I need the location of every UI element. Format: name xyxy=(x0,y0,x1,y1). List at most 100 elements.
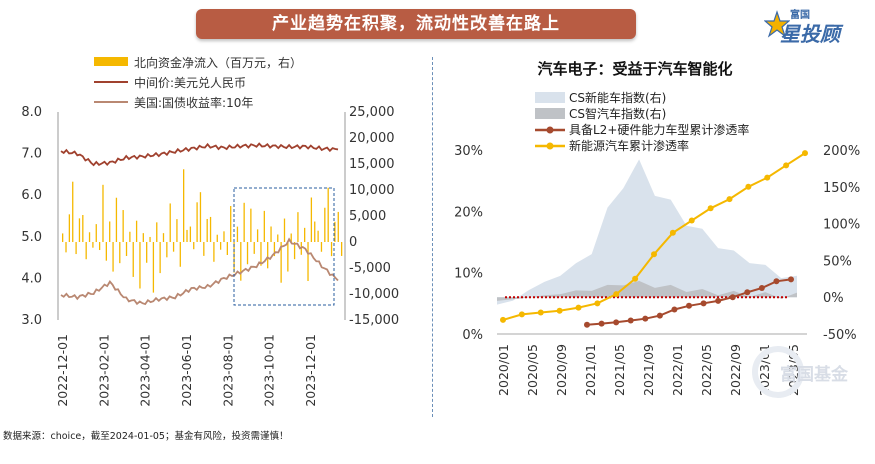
x-tick-label: 2023-12-01 xyxy=(303,334,318,407)
north-flow-bar xyxy=(98,242,101,251)
l2-penetration-point xyxy=(584,321,590,328)
ev-penetration-point xyxy=(556,307,563,314)
x-tick-label: 2020/09 xyxy=(554,344,569,396)
y-tick-left: 6.0 xyxy=(21,188,42,203)
north-flow-bar xyxy=(139,242,141,289)
north-flow-bar xyxy=(236,226,239,242)
north-flow-bar xyxy=(109,221,111,242)
x-tick-label: 2022-12-01 xyxy=(55,334,70,407)
x-tick-label: 2022/09 xyxy=(728,344,743,396)
north-flow-bar xyxy=(250,208,252,242)
north-flow-bar xyxy=(125,242,128,257)
north-flow-bar xyxy=(314,221,316,242)
l2-penetration-point xyxy=(598,320,605,327)
north-flow-bar xyxy=(78,218,81,242)
l2-penetration-point xyxy=(656,312,663,319)
y-tick-right: 200% xyxy=(823,144,860,159)
north-flow-bar xyxy=(287,242,289,272)
star-logo-icon xyxy=(764,10,790,38)
north-flow-bar xyxy=(263,210,265,242)
ev-penetration-point xyxy=(500,316,506,323)
north-flow-bar xyxy=(65,242,67,253)
north-flow-bar xyxy=(149,236,151,242)
north-flow-bar xyxy=(307,242,309,281)
north-flow-bar xyxy=(223,231,225,242)
north-flow-bar xyxy=(246,242,249,265)
north-flow-bar xyxy=(310,197,313,242)
north-flow-bar xyxy=(166,242,168,258)
y-tick-right: 100% xyxy=(823,218,860,233)
x-tick-label: 2023-04-01 xyxy=(138,334,153,407)
y-tick-right: 20,000 xyxy=(349,131,395,146)
legend-label: CS智汽车指数(右) xyxy=(569,106,666,121)
y-tick-left: 5.0 xyxy=(21,230,42,245)
y-tick-left: 20% xyxy=(454,205,483,220)
l2-penetration-point xyxy=(729,294,736,301)
y-tick-left: 0% xyxy=(462,328,483,343)
north-flow-bar xyxy=(82,215,84,242)
north-flow-bar xyxy=(219,242,222,250)
north-flow-bar xyxy=(320,242,323,252)
north-flow-bar xyxy=(88,232,91,242)
logo-top-text: 富国 xyxy=(790,10,810,21)
l2-penetration-point xyxy=(744,289,751,296)
north-flow-bar xyxy=(213,242,215,262)
ev-penetration-point xyxy=(613,291,620,298)
north-flow-bar xyxy=(297,212,299,242)
north-flow-bar xyxy=(129,231,131,242)
north-flow-bar xyxy=(337,211,339,242)
right-chart-title: 汽车电子：受益于汽车智能化 xyxy=(537,60,732,78)
north-flow-bar xyxy=(135,220,138,242)
y-tick-right: -15,000 xyxy=(349,313,399,328)
north-flow-bar xyxy=(206,218,208,242)
x-tick-label: 2023-10-01 xyxy=(262,334,277,407)
x-tick-label: 2020/01 xyxy=(496,344,511,396)
ev-penetration-point xyxy=(802,150,808,157)
banner-title: 产业趋势在积聚，流动性改善在路上 xyxy=(196,9,636,39)
cs-ev-area xyxy=(497,159,797,305)
legend-swatch-area xyxy=(535,108,565,119)
north-flow-bar xyxy=(112,242,114,272)
x-tick-label: 2022/01 xyxy=(670,344,685,396)
ev-penetration-point xyxy=(707,205,714,212)
north-flow-bar xyxy=(159,242,161,274)
legend-label: 新能源汽车累计渗透率 xyxy=(569,138,689,153)
north-flow-bar xyxy=(72,181,74,242)
y-tick-left: 10% xyxy=(454,267,483,282)
north-flow-bar xyxy=(340,242,343,256)
y-tick-right: -50% xyxy=(823,328,857,343)
y-tick-right: 5,000 xyxy=(349,209,386,224)
north-flow-bar xyxy=(256,229,259,242)
x-tick-label: 2021/01 xyxy=(583,344,598,396)
north-flow-bar xyxy=(260,242,262,266)
north-flow-bar xyxy=(304,227,306,242)
l2-penetration-point xyxy=(686,302,692,309)
legend-label: 北向资金净流入（百万元，右） xyxy=(134,55,302,70)
north-flow-bar xyxy=(280,242,282,283)
y-tick-left: 8.0 xyxy=(21,105,42,120)
north-flow-bar xyxy=(142,233,144,242)
y-tick-left: 7.0 xyxy=(21,147,42,162)
x-tick-label: 2023-06-01 xyxy=(179,334,194,407)
north-flow-bar xyxy=(162,233,165,242)
north-flow-bar xyxy=(196,202,198,242)
north-flow-bar xyxy=(203,242,205,256)
ev-penetration-point xyxy=(669,229,676,236)
north-flow-bar xyxy=(243,202,245,242)
ev-penetration-point xyxy=(726,196,733,203)
l2-penetration-point xyxy=(788,276,794,283)
north-flow-bar xyxy=(267,242,269,269)
y-tick-right: 25,000 xyxy=(349,105,395,120)
north-flow-bar xyxy=(199,192,202,242)
l2-penetration-point xyxy=(758,285,765,291)
north-flow-bar xyxy=(189,226,192,242)
north-flow-bar xyxy=(317,230,319,242)
north-flow-bar xyxy=(183,169,185,242)
north-flow-bar xyxy=(193,242,195,250)
y-tick-right: -5,000 xyxy=(349,261,391,276)
cny-line xyxy=(60,142,339,167)
cs-smart-area xyxy=(497,280,797,301)
north-flow-bar xyxy=(330,242,333,257)
y-tick-right: 150% xyxy=(823,181,860,196)
